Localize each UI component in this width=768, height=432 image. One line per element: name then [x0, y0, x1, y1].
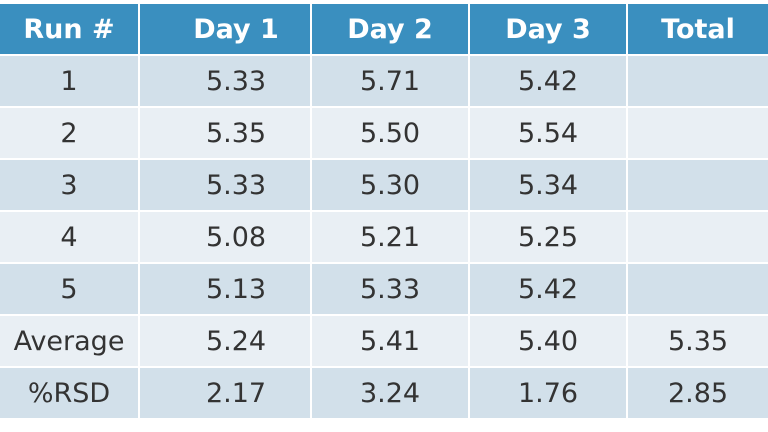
table-cell: 5.35	[140, 108, 312, 160]
table-cell: 5.30	[312, 160, 470, 212]
table-cell: 5.21	[312, 212, 470, 264]
table-cell: 5.08	[140, 212, 312, 264]
table-cell: 5.71	[312, 56, 470, 108]
table-cell: 5.24	[140, 316, 312, 368]
table-cell: 5.54	[470, 108, 628, 160]
table-cell: %RSD	[0, 368, 140, 420]
table-cell: 5.34	[470, 160, 628, 212]
table-cell: 5	[0, 264, 140, 316]
table-cell: 1.76	[470, 368, 628, 420]
empty-cell	[628, 108, 768, 160]
empty-cell	[628, 212, 768, 264]
table-cell: 5.33	[312, 264, 470, 316]
table-cell: Day 1	[140, 4, 312, 56]
table-cell: Day 3	[470, 4, 628, 56]
table-cell: 5.13	[140, 264, 312, 316]
table-cell: 5.33	[140, 160, 312, 212]
table-cell: 5.40	[470, 316, 628, 368]
table-cell: Total	[628, 4, 768, 56]
empty-cell	[628, 264, 768, 316]
empty-cell	[628, 160, 768, 212]
table-cell: 5.42	[470, 56, 628, 108]
table-cell: 1	[0, 56, 140, 108]
table-cell: 2.85	[628, 368, 768, 420]
table-cell: Average	[0, 316, 140, 368]
table-cell: Day 2	[312, 4, 470, 56]
table-cell: 5.25	[470, 212, 628, 264]
table-cell: 3.24	[312, 368, 470, 420]
table-cell: 2	[0, 108, 140, 160]
table-cell: 5.33	[140, 56, 312, 108]
table-cell: 3	[0, 160, 140, 212]
table-cell: 5.42	[470, 264, 628, 316]
table-cell: 5.35	[628, 316, 768, 368]
table-cell: 5.41	[312, 316, 470, 368]
table-cell: 5.50	[312, 108, 470, 160]
empty-cell	[628, 56, 768, 108]
table-cell: 4	[0, 212, 140, 264]
table-cell: Run #	[0, 4, 140, 56]
table: Run # Day 1 Day 2 Day 3 Total 1 5.33 5.71 5.42 2 5…	[0, 4, 768, 420]
table-cell: 2.17	[140, 368, 312, 420]
